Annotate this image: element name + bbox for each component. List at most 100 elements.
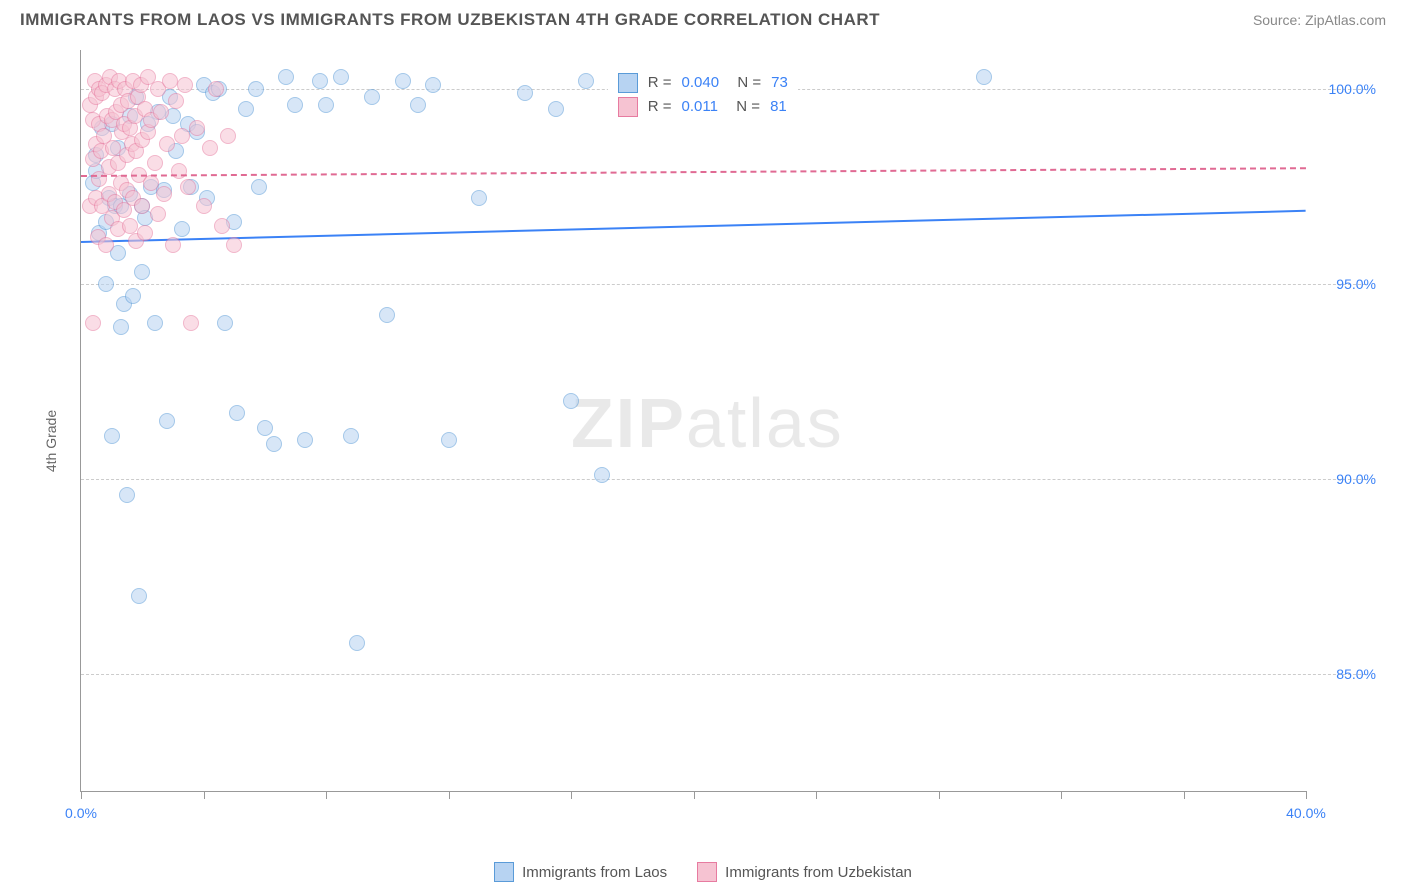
scatter-point-laos — [349, 635, 365, 651]
r-label: R = — [648, 95, 672, 119]
x-tick — [449, 791, 450, 799]
r-label: R = — [648, 71, 672, 95]
scatter-point-laos — [251, 179, 267, 195]
x-tick-label: 0.0% — [65, 805, 97, 821]
chart-title: IMMIGRANTS FROM LAOS VS IMMIGRANTS FROM … — [20, 10, 880, 30]
scatter-point-laos — [976, 69, 992, 85]
scatter-point-laos — [548, 101, 564, 117]
x-tick — [326, 791, 327, 799]
scatter-point-uzbekistan — [156, 186, 172, 202]
x-tick-label: 40.0% — [1286, 805, 1326, 821]
scatter-point-laos — [517, 85, 533, 101]
r-value: 0.011 — [682, 95, 718, 119]
scatter-point-laos — [410, 97, 426, 113]
scatter-point-laos — [217, 315, 233, 331]
scatter-point-uzbekistan — [134, 198, 150, 214]
scatter-point-laos — [333, 69, 349, 85]
x-tick — [1061, 791, 1062, 799]
scatter-point-laos — [229, 405, 245, 421]
scatter-point-uzbekistan — [122, 218, 138, 234]
source: Source: ZipAtlas.com — [1253, 12, 1386, 28]
x-tick — [1184, 791, 1185, 799]
n-value: 81 — [770, 95, 787, 119]
legend-bottom: Immigrants from Laos Immigrants from Uzbe… — [0, 862, 1406, 882]
scatter-point-uzbekistan — [168, 93, 184, 109]
scatter-point-laos — [248, 81, 264, 97]
scatter-point-laos — [98, 276, 114, 292]
n-label: N = — [729, 71, 761, 95]
scatter-point-uzbekistan — [202, 140, 218, 156]
scatter-point-laos — [131, 588, 147, 604]
scatter-point-uzbekistan — [150, 206, 166, 222]
x-tick — [1306, 791, 1307, 799]
scatter-point-uzbekistan — [220, 128, 236, 144]
scatter-point-laos — [119, 487, 135, 503]
gridline — [81, 479, 1366, 480]
x-tick — [204, 791, 205, 799]
scatter-point-uzbekistan — [147, 155, 163, 171]
scatter-point-uzbekistan — [180, 179, 196, 195]
scatter-point-uzbekistan — [159, 136, 175, 152]
scatter-point-laos — [343, 428, 359, 444]
legend-swatch — [618, 73, 638, 93]
legend-stats: R = 0.040 N = 73 R = 0.011 N = 81 — [608, 65, 798, 125]
n-value: 73 — [771, 71, 788, 95]
trend-line-laos — [81, 210, 1306, 243]
y-tick-label: 90.0% — [1336, 471, 1376, 487]
scatter-point-laos — [174, 221, 190, 237]
scatter-point-laos — [594, 467, 610, 483]
r-value: 0.040 — [682, 71, 720, 95]
scatter-point-laos — [147, 315, 163, 331]
legend-stats-row: R = 0.040 N = 73 — [618, 71, 788, 95]
scatter-point-laos — [318, 97, 334, 113]
scatter-point-uzbekistan — [183, 315, 199, 331]
scatter-point-laos — [278, 69, 294, 85]
scatter-point-uzbekistan — [153, 104, 169, 120]
gridline — [81, 284, 1366, 285]
legend-swatch — [618, 97, 638, 117]
scatter-point-uzbekistan — [214, 218, 230, 234]
scatter-point-laos — [395, 73, 411, 89]
scatter-point-laos — [125, 288, 141, 304]
y-tick-label: 100.0% — [1329, 81, 1376, 97]
scatter-point-laos — [563, 393, 579, 409]
x-tick — [694, 791, 695, 799]
scatter-point-laos — [364, 89, 380, 105]
scatter-point-laos — [471, 190, 487, 206]
y-tick-label: 95.0% — [1336, 276, 1376, 292]
legend-item: Immigrants from Laos — [494, 862, 667, 882]
scatter-point-laos — [312, 73, 328, 89]
scatter-point-uzbekistan — [177, 77, 193, 93]
watermark-zip: ZIP — [571, 384, 686, 462]
scatter-point-uzbekistan — [171, 163, 187, 179]
scatter-point-uzbekistan — [226, 237, 242, 253]
header: IMMIGRANTS FROM LAOS VS IMMIGRANTS FROM … — [0, 0, 1406, 35]
scatter-point-uzbekistan — [162, 73, 178, 89]
scatter-point-laos — [134, 264, 150, 280]
x-tick — [571, 791, 572, 799]
scatter-point-laos — [257, 420, 273, 436]
chart-area: 4th Grade ZIPatlas 85.0%90.0%95.0%100.0%… — [50, 50, 1386, 832]
scatter-point-uzbekistan — [189, 120, 205, 136]
scatter-point-uzbekistan — [208, 81, 224, 97]
scatter-point-uzbekistan — [196, 198, 212, 214]
scatter-point-laos — [266, 436, 282, 452]
scatter-point-uzbekistan — [85, 315, 101, 331]
legend-label: Immigrants from Laos — [522, 864, 667, 881]
legend-item: Immigrants from Uzbekistan — [697, 862, 912, 882]
legend-label: Immigrants from Uzbekistan — [725, 864, 912, 881]
gridline — [81, 674, 1366, 675]
n-label: N = — [728, 95, 760, 119]
scatter-point-laos — [287, 97, 303, 113]
scatter-point-laos — [578, 73, 594, 89]
scatter-point-uzbekistan — [137, 225, 153, 241]
scatter-point-laos — [425, 77, 441, 93]
x-tick — [81, 791, 82, 799]
legend-swatch — [494, 862, 514, 882]
scatter-point-uzbekistan — [98, 237, 114, 253]
source-link[interactable]: ZipAtlas.com — [1305, 12, 1386, 28]
scatter-point-laos — [104, 428, 120, 444]
y-axis-label: 4th Grade — [43, 410, 59, 472]
scatter-point-laos — [441, 432, 457, 448]
watermark-atlas: atlas — [686, 384, 844, 462]
